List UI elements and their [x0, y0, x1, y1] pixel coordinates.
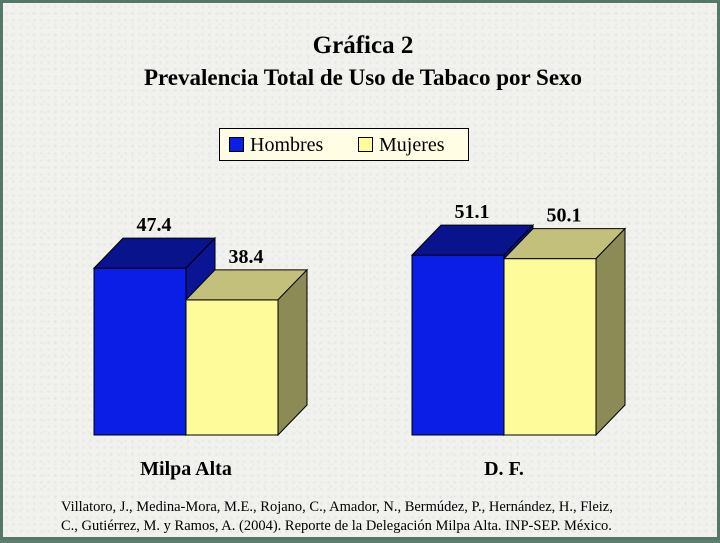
bar-side-mujeres-1 — [595, 227, 626, 437]
legend-item-mujeres: Mujeres — [358, 134, 445, 156]
category-label-1: D. F. — [484, 458, 524, 480]
category-label-0: Milpa Alta — [140, 458, 232, 480]
chart-title: Gráfica 2 — [312, 32, 414, 59]
legend-item-hombres: Hombres — [229, 134, 323, 156]
data-label-mujeres-0: 38.4 — [229, 246, 264, 268]
bar-front-mujeres-1 — [503, 258, 597, 436]
data-label-mujeres-1: 50.1 — [547, 205, 582, 227]
legend-swatch-hombres — [229, 137, 244, 152]
legend-swatch-mujeres — [358, 137, 373, 152]
data-label-hombres-1: 51.1 — [455, 201, 490, 223]
legend-label-mujeres: Mujeres — [379, 134, 445, 156]
data-label-hombres-0: 47.4 — [137, 214, 172, 236]
citation-line-2: C., Gutiérrez, M. y Ramos, A. (2004). Re… — [61, 518, 612, 534]
source-citation: Villatoro, J., Medina-Mora, M.E., Rojano… — [61, 498, 701, 536]
chart-subtitle: Prevalencia Total de Uso de Tabaco por S… — [143, 65, 583, 90]
citation-line-1: Villatoro, J., Medina-Mora, M.E., Rojano… — [61, 499, 613, 515]
bar-front-hombres-0 — [93, 267, 187, 436]
legend-label-hombres: Hombres — [250, 134, 324, 156]
bar-front-hombres-1 — [411, 254, 505, 436]
bar-front-mujeres-0 — [185, 299, 279, 436]
bar-chart: 47.4 38.4 Milpa Alta 51.1 50.1 D. F. — [92, 201, 627, 480]
bar-side-mujeres-0 — [277, 268, 308, 437]
chart-legend: Hombres Mujeres — [219, 128, 469, 161]
